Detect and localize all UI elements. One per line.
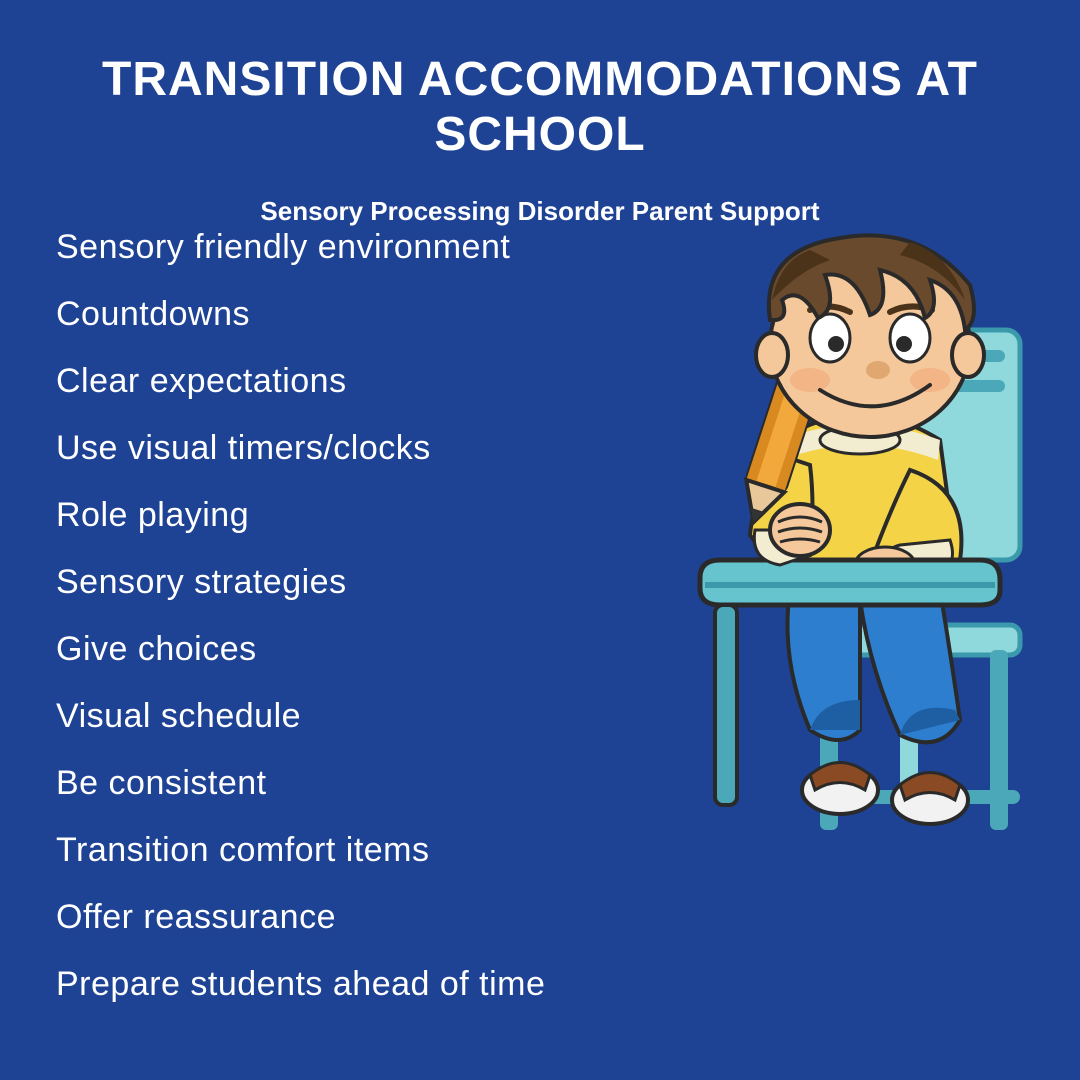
list-item: Visual schedule <box>56 699 545 733</box>
accommodations-list: Sensory friendly environment Countdowns … <box>56 230 545 1034</box>
list-item: Be consistent <box>56 766 545 800</box>
list-item: Transition comfort items <box>56 833 545 867</box>
boy-at-desk-illustration <box>660 230 1060 870</box>
list-item: Sensory strategies <box>56 565 545 599</box>
page-title: TRANSITION ACCOMMODATIONS AT SCHOOL <box>0 0 1080 162</box>
list-item: Give choices <box>56 632 545 666</box>
list-item: Role playing <box>56 498 545 532</box>
list-item: Sensory friendly environment <box>56 230 545 264</box>
list-item: Clear expectations <box>56 364 545 398</box>
list-item: Prepare students ahead of time <box>56 967 545 1001</box>
list-item: Offer reassurance <box>56 900 545 934</box>
page-subtitle: Sensory Processing Disorder Parent Suppo… <box>0 196 1080 227</box>
list-item: Countdowns <box>56 297 545 331</box>
list-item: Use visual timers/clocks <box>56 431 545 465</box>
